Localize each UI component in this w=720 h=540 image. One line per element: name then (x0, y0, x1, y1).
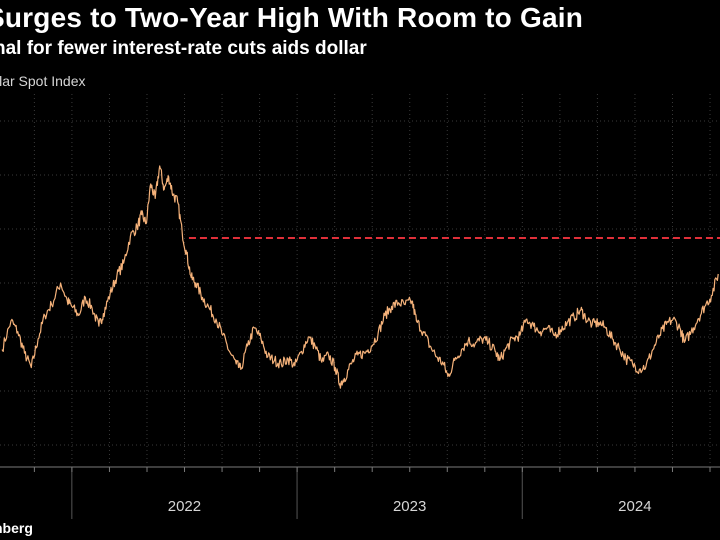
x-axis: 2022 2023 2024 (0, 466, 720, 519)
y-gridlines (0, 120, 720, 446)
chart-title: Surges to Two-Year High With Room to Gai… (0, 2, 583, 33)
series-group (1, 165, 719, 389)
y-axis-label: llar Spot Index (0, 73, 86, 89)
chart-subtitle: nal for fewer interest-rate cuts aids do… (0, 38, 367, 59)
series-line (1, 165, 719, 389)
x-tick-label: 2024 (618, 498, 651, 515)
x-tick-label: 2023 (393, 498, 426, 515)
source-label: nberg (0, 520, 33, 536)
x-tick-label: 2022 (168, 498, 201, 515)
x-gridlines (33, 94, 711, 463)
